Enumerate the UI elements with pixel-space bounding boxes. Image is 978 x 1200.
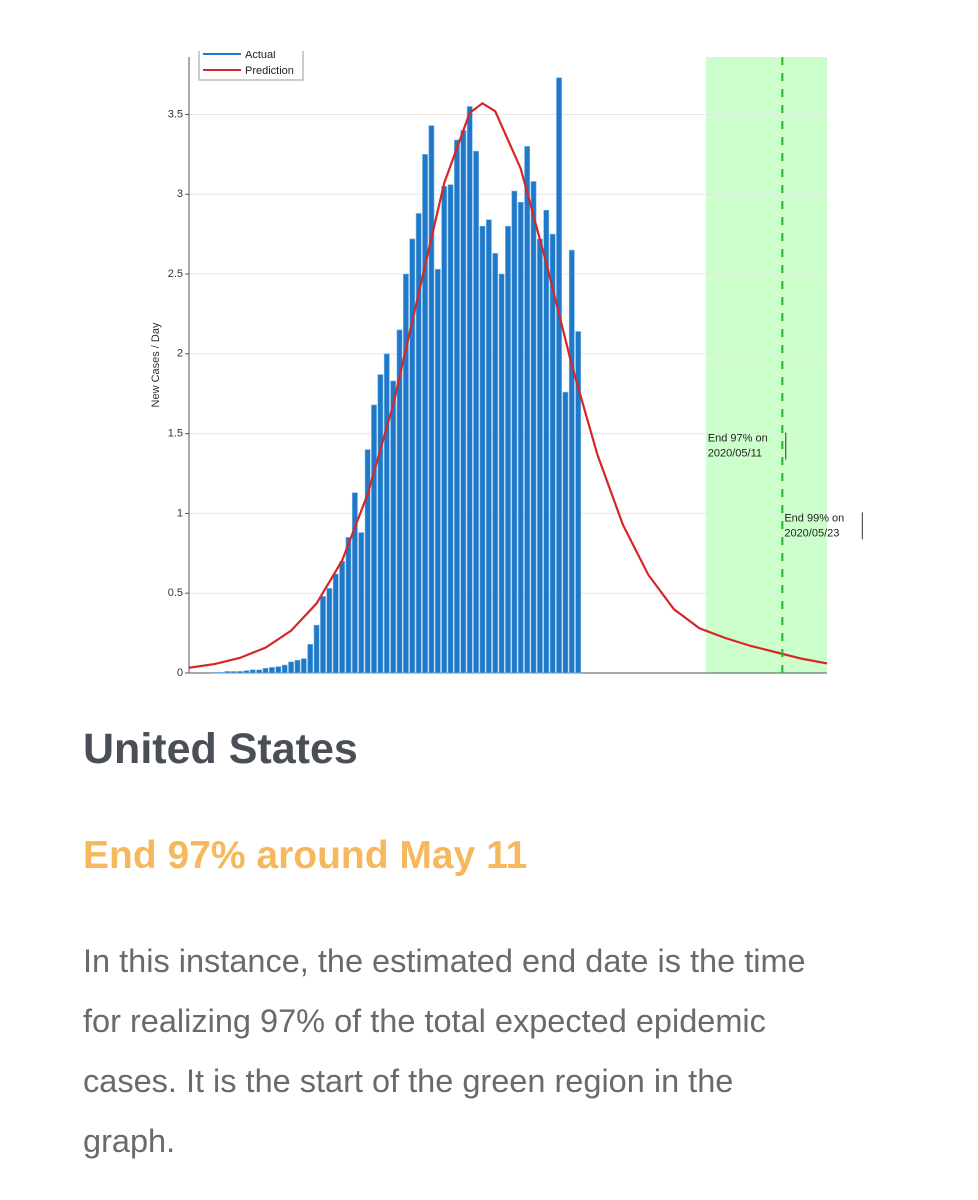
annotation: End 97% on [708, 433, 768, 445]
legend-label: Actual [245, 49, 276, 61]
bar [492, 252, 499, 674]
bar [396, 329, 403, 674]
y-tick-label: 3 [177, 188, 183, 200]
bar [313, 624, 320, 674]
bar [517, 201, 524, 674]
bar [505, 225, 511, 674]
bar [536, 238, 543, 674]
y-tick-label: 1.5 [168, 428, 183, 440]
bar [479, 225, 486, 674]
bar [377, 374, 384, 674]
bar [485, 219, 492, 674]
bar [473, 150, 479, 674]
bar [562, 391, 569, 674]
y-tick-label: 3.5 [168, 108, 183, 120]
bar [403, 273, 409, 674]
bar [332, 573, 339, 674]
bar [390, 380, 397, 674]
bar [339, 560, 346, 674]
bar [307, 643, 314, 674]
bar [447, 184, 454, 674]
bar [243, 670, 250, 674]
bar [498, 273, 505, 674]
bar [300, 658, 307, 674]
bar [224, 671, 231, 674]
top-mask [0, 0, 978, 51]
body-line: cases. It is the start of the green regi… [83, 1063, 733, 1099]
y-tick-label: 1 [177, 507, 183, 519]
bar [237, 671, 243, 674]
bar [428, 125, 435, 674]
bar [575, 331, 582, 674]
bar [543, 209, 550, 674]
bar [460, 130, 467, 674]
bar [288, 661, 294, 674]
body-line: In this instance, the estimated end date… [83, 943, 806, 979]
bar [409, 238, 416, 674]
annotation: End 99% on [784, 512, 844, 524]
green-region [705, 57, 827, 673]
legend-label: Prediction [245, 65, 294, 77]
bar [383, 353, 390, 674]
prediction-line [188, 101, 828, 669]
bar [556, 77, 562, 674]
annotation: 2020/05/23 [784, 527, 839, 539]
annotation: 2020/05/11 [708, 448, 762, 460]
bar [211, 671, 218, 674]
bar [415, 213, 422, 674]
body-line: graph. [83, 1123, 175, 1159]
bar [256, 669, 263, 674]
body-line: for realizing 97% of the total expected … [83, 1003, 766, 1039]
bar [364, 449, 371, 674]
bar [371, 404, 377, 674]
bar [351, 492, 358, 674]
bar [441, 185, 448, 674]
bar [294, 659, 301, 674]
bar [422, 154, 428, 674]
bar [218, 671, 224, 674]
y-tick-label: 0.5 [168, 587, 183, 599]
bar [358, 532, 365, 674]
bar [530, 181, 537, 674]
bar [249, 669, 256, 674]
y-tick-label: 2.5 [168, 268, 183, 280]
chart: 0 0.5 1 1.5 2 2.5 3 3.5 New Cases / Day End 97% o… [0, 0, 978, 679]
bar [454, 139, 460, 674]
bar [269, 667, 275, 674]
bar [281, 664, 288, 674]
y-tick-label: 2 [177, 348, 183, 360]
bar [524, 146, 531, 674]
heading: United States [83, 725, 358, 773]
bar [568, 249, 575, 674]
bar [275, 666, 282, 674]
y-axis-label: New Cases / Day [150, 322, 162, 407]
bar [320, 596, 326, 674]
bar [345, 537, 352, 674]
bar [230, 671, 237, 674]
bar [511, 190, 518, 674]
bar [434, 268, 441, 674]
bar [262, 667, 269, 674]
bar [326, 588, 333, 674]
bar [549, 233, 556, 674]
y-tick-label: 0 [177, 667, 183, 679]
subheading: End 97% around May 11 [83, 834, 527, 877]
bar [466, 106, 473, 674]
